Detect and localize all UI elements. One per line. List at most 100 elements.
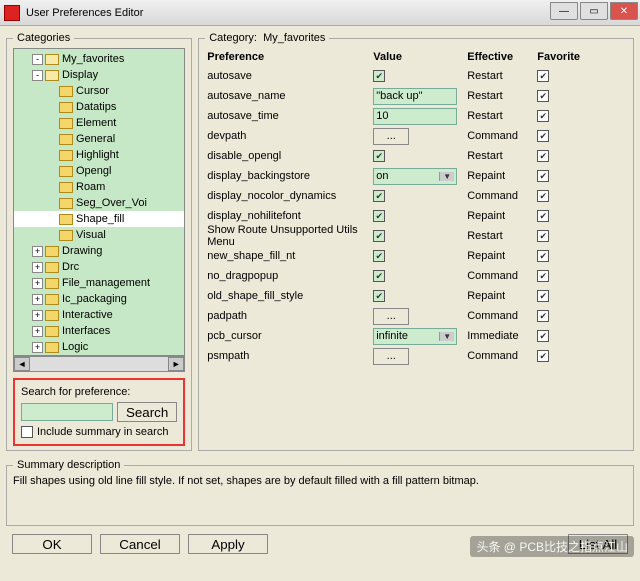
favorite-checkbox[interactable] bbox=[537, 310, 549, 322]
value-checkbox[interactable] bbox=[373, 270, 385, 282]
favorite-checkbox[interactable] bbox=[537, 110, 549, 122]
minimize-button[interactable]: — bbox=[550, 2, 578, 20]
scroll-left-arrow[interactable]: ◄ bbox=[14, 357, 30, 371]
watermark: 头条 @ PCB比技之指点江山 bbox=[470, 536, 634, 557]
tree-item[interactable]: Roam bbox=[14, 179, 184, 195]
tree-item[interactable]: +Interactive bbox=[14, 307, 184, 323]
value-browse-button[interactable]: ... bbox=[373, 128, 409, 145]
tree-item[interactable]: Visual bbox=[14, 227, 184, 243]
folder-icon bbox=[59, 102, 73, 113]
maximize-button[interactable]: ▭ bbox=[580, 2, 608, 20]
close-button[interactable]: ✕ bbox=[610, 2, 638, 20]
tree-item[interactable]: + Logic bbox=[14, 339, 184, 355]
search-input[interactable] bbox=[21, 403, 113, 421]
apply-button[interactable]: Apply bbox=[188, 534, 268, 554]
tree-item[interactable]: Seg_Over_Voi bbox=[14, 195, 184, 211]
value-input[interactable]: 10 bbox=[373, 108, 457, 125]
favorite-checkbox[interactable] bbox=[537, 210, 549, 222]
pref-name: display_backingstore bbox=[205, 170, 373, 182]
favorite-checkbox[interactable] bbox=[537, 270, 549, 282]
effective-label: Restart bbox=[467, 110, 537, 122]
tree-item[interactable]: + Drawing bbox=[14, 243, 184, 259]
value-checkbox[interactable] bbox=[373, 290, 385, 302]
expand-icon[interactable]: + bbox=[32, 294, 43, 305]
pref-row: psmpath...Command bbox=[205, 346, 627, 366]
search-button[interactable]: Search bbox=[117, 402, 177, 422]
favorite-checkbox[interactable] bbox=[537, 170, 549, 182]
favorite-checkbox[interactable] bbox=[537, 250, 549, 262]
folder-icon bbox=[59, 86, 73, 97]
pref-row: display_nohilitefontRepaint bbox=[205, 206, 627, 226]
favorite-checkbox[interactable] bbox=[537, 70, 549, 82]
value-checkbox[interactable] bbox=[373, 150, 385, 162]
pref-row: autosave_time10 Restart bbox=[205, 106, 627, 126]
favorite-checkbox[interactable] bbox=[537, 150, 549, 162]
effective-label: Repaint bbox=[467, 170, 537, 182]
favorite-checkbox[interactable] bbox=[537, 130, 549, 142]
expand-icon[interactable]: - bbox=[32, 54, 43, 65]
value-input[interactable]: "back up" bbox=[373, 88, 457, 105]
tree-item[interactable]: Shape_fill bbox=[14, 211, 184, 227]
ok-button[interactable]: OK bbox=[12, 534, 92, 554]
favorite-checkbox[interactable] bbox=[537, 330, 549, 342]
value-checkbox[interactable] bbox=[373, 250, 385, 262]
include-summary-checkbox[interactable] bbox=[21, 426, 33, 438]
favorite-checkbox[interactable] bbox=[537, 230, 549, 242]
tree-item[interactable]: -Display bbox=[14, 67, 184, 83]
folder-icon bbox=[45, 326, 59, 337]
tree-item-label: Opengl bbox=[76, 165, 111, 177]
tree-item[interactable]: +Ic_packaging bbox=[14, 291, 184, 307]
cancel-button[interactable]: Cancel bbox=[100, 534, 180, 554]
favorite-checkbox[interactable] bbox=[537, 90, 549, 102]
favorite-checkbox[interactable] bbox=[537, 290, 549, 302]
tree-item[interactable]: Datatips bbox=[14, 99, 184, 115]
expand-icon[interactable]: + bbox=[32, 342, 43, 353]
tree-item[interactable]: +Drc bbox=[14, 259, 184, 275]
expand-icon[interactable]: + bbox=[32, 262, 43, 273]
folder-icon bbox=[45, 246, 59, 257]
pref-name: autosave_time bbox=[205, 110, 373, 122]
tree-item-label: Highlight bbox=[76, 149, 119, 161]
expand-icon[interactable]: + bbox=[32, 310, 43, 321]
value-select[interactable]: infinite bbox=[373, 328, 457, 345]
expand-icon[interactable]: + bbox=[32, 326, 43, 337]
effective-label: Command bbox=[467, 130, 537, 142]
value-select[interactable]: on bbox=[373, 168, 457, 185]
tree-item-label: Interfaces bbox=[62, 325, 110, 337]
tree-item[interactable]: Element bbox=[14, 115, 184, 131]
value-checkbox[interactable] bbox=[373, 190, 385, 202]
pref-name: Show Route Unsupported Utils Menu bbox=[205, 224, 373, 248]
tree-hscrollbar[interactable]: ◄ ► bbox=[13, 356, 185, 372]
col-preference: Preference bbox=[205, 51, 373, 63]
folder-icon bbox=[45, 70, 59, 81]
favorite-checkbox[interactable] bbox=[537, 350, 549, 362]
tree-item[interactable]: -My_favorites bbox=[14, 51, 184, 67]
value-browse-button[interactable]: ... bbox=[373, 308, 409, 325]
tree-item[interactable]: + Interfaces bbox=[14, 323, 184, 339]
tree-item[interactable]: +File_management bbox=[14, 275, 184, 291]
expand-icon bbox=[46, 166, 57, 177]
pref-name: disable_opengl bbox=[205, 150, 373, 162]
tree-item[interactable]: Cursor bbox=[14, 83, 184, 99]
tree-item[interactable]: Opengl bbox=[14, 163, 184, 179]
tree-item-label: Drawing bbox=[62, 245, 102, 257]
value-checkbox[interactable] bbox=[373, 230, 385, 242]
favorite-checkbox[interactable] bbox=[537, 190, 549, 202]
categories-tree[interactable]: -My_favorites-DisplayCursorDatatipsEleme… bbox=[13, 48, 185, 356]
value-checkbox[interactable] bbox=[373, 210, 385, 222]
folder-icon bbox=[45, 54, 59, 65]
folder-icon bbox=[59, 230, 73, 241]
tree-item[interactable]: Highlight bbox=[14, 147, 184, 163]
scroll-right-arrow[interactable]: ► bbox=[168, 357, 184, 371]
effective-label: Restart bbox=[467, 70, 537, 82]
tree-item[interactable]: General bbox=[14, 131, 184, 147]
value-checkbox[interactable] bbox=[373, 70, 385, 82]
expand-icon[interactable]: - bbox=[32, 70, 43, 81]
value-browse-button[interactable]: ... bbox=[373, 348, 409, 365]
tree-item-label: Logic bbox=[62, 341, 88, 353]
effective-label: Immediate bbox=[467, 330, 537, 342]
app-icon bbox=[4, 5, 20, 21]
expand-icon[interactable]: + bbox=[32, 278, 43, 289]
effective-label: Command bbox=[467, 270, 537, 282]
expand-icon[interactable]: + bbox=[32, 246, 43, 257]
